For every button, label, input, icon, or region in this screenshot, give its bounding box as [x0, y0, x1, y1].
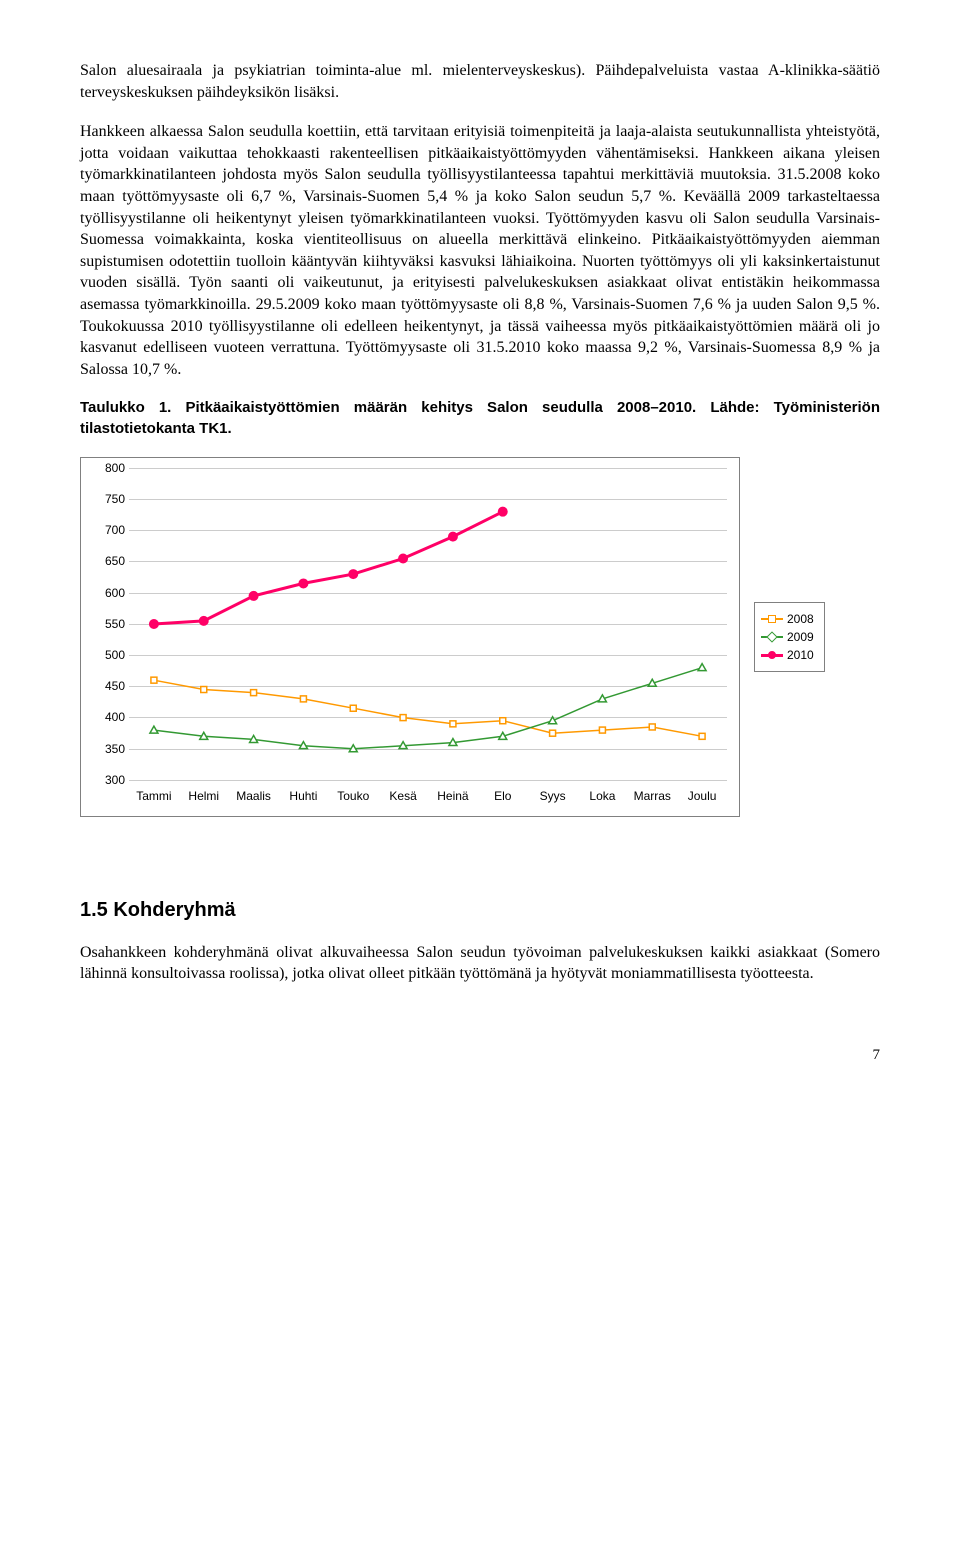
data-marker — [200, 617, 208, 625]
data-marker — [250, 735, 258, 742]
x-axis-label: Huhti — [289, 788, 317, 804]
y-axis-label: 700 — [85, 522, 125, 538]
y-axis-label: 450 — [85, 678, 125, 694]
x-axis-label: Elo — [494, 788, 511, 804]
legend-label: 2009 — [787, 629, 814, 645]
x-axis-label: Helmi — [188, 788, 219, 804]
data-marker — [699, 733, 705, 739]
y-axis-label: 400 — [85, 709, 125, 725]
x-axis-label: Maalis — [236, 788, 271, 804]
chart-container: 300 350 400 450 500 550 600 650 700 750 800 Tammi He… — [80, 457, 880, 817]
data-marker — [550, 730, 556, 736]
y-axis-label: 800 — [85, 460, 125, 476]
kohderyhma-paragraph: Osahankkeen kohderyhmänä olivat alkuvaih… — [80, 942, 880, 985]
data-marker — [499, 507, 507, 515]
data-marker — [151, 677, 157, 683]
intro-paragraph-2: Hankkeen alkaessa Salon seudulla koettii… — [80, 121, 880, 380]
series-line-2010 — [154, 512, 503, 624]
data-marker — [350, 705, 356, 711]
x-axis-label: Joulu — [688, 788, 717, 804]
legend-item-2008: 2008 — [761, 611, 814, 627]
x-axis-label: Touko — [337, 788, 369, 804]
y-axis-label: 750 — [85, 491, 125, 507]
y-axis-label: 500 — [85, 647, 125, 663]
intro-paragraph-1: Salon aluesairaala ja psykiatrian toimin… — [80, 60, 880, 103]
data-marker — [449, 532, 457, 540]
x-axis-label: Kesä — [389, 788, 416, 804]
series-line-2008 — [154, 680, 702, 736]
data-marker — [299, 741, 307, 748]
data-marker — [399, 554, 407, 562]
data-marker — [449, 738, 457, 745]
data-marker — [500, 718, 506, 724]
data-marker — [250, 592, 258, 600]
x-axis-label: Syys — [540, 788, 566, 804]
grid-line — [129, 780, 727, 781]
data-marker — [200, 732, 208, 739]
data-marker — [299, 579, 307, 587]
data-marker — [698, 663, 706, 670]
legend-label: 2010 — [787, 647, 814, 663]
chart-lines — [129, 468, 727, 780]
section-heading-1-5: 1.5 Kohderyhmä — [80, 897, 880, 924]
data-marker — [349, 570, 357, 578]
y-axis-label: 350 — [85, 741, 125, 757]
series-line-2009 — [154, 668, 702, 749]
data-marker — [349, 745, 357, 752]
data-marker — [598, 695, 606, 702]
x-axis-label: Marras — [634, 788, 671, 804]
data-marker — [300, 696, 306, 702]
page-number: 7 — [80, 1045, 880, 1065]
data-marker — [251, 689, 257, 695]
y-axis-label: 600 — [85, 585, 125, 601]
data-marker — [399, 741, 407, 748]
y-axis-label: 550 — [85, 616, 125, 632]
data-marker — [150, 726, 158, 733]
legend-item-2010: 2010 — [761, 647, 814, 663]
data-marker — [201, 686, 207, 692]
data-marker — [649, 724, 655, 730]
data-marker — [150, 620, 158, 628]
data-marker — [648, 679, 656, 686]
x-axis-label: Heinä — [437, 788, 468, 804]
x-axis-label: Loka — [589, 788, 615, 804]
data-marker — [400, 714, 406, 720]
data-marker — [450, 721, 456, 727]
chart-legend: 2008 2009 2010 — [754, 602, 825, 673]
line-chart: 300 350 400 450 500 550 600 650 700 750 800 Tammi He… — [80, 457, 740, 817]
table-1-title: Taulukko 1. Pitkäaikaistyöttömien määrän… — [80, 398, 880, 439]
legend-label: 2008 — [787, 611, 814, 627]
legend-item-2009: 2009 — [761, 629, 814, 645]
y-axis-label: 300 — [85, 772, 125, 788]
data-marker — [549, 717, 557, 724]
y-axis-label: 650 — [85, 553, 125, 569]
data-marker — [499, 732, 507, 739]
x-axis-label: Tammi — [136, 788, 171, 804]
data-marker — [599, 727, 605, 733]
